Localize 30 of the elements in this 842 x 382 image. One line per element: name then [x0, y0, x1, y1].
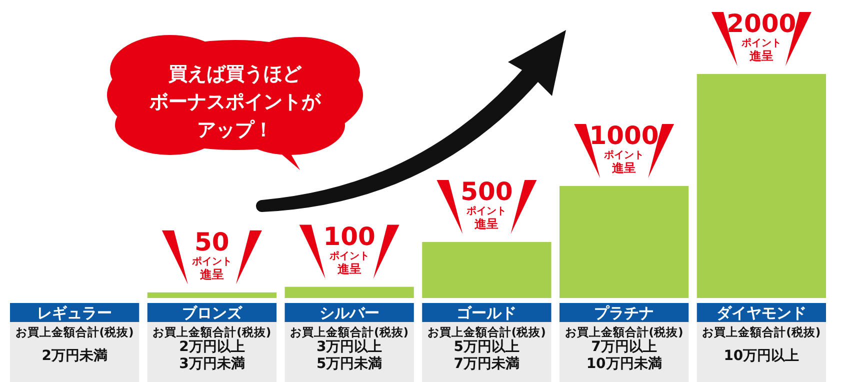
x-tick-label: ダイヤモンド	[716, 304, 806, 322]
annotation: ボーナスポイントが	[148, 91, 322, 113]
x-tick-label: ブロンズ	[182, 304, 243, 322]
annotation: ポイント進呈	[466, 206, 507, 231]
x-tick-label: レギュラー	[37, 304, 112, 322]
x-tick-label: シルバー	[319, 304, 380, 322]
text: お買上金額合計(税抜)2万円以上3万円未満	[152, 325, 272, 372]
bar	[696, 74, 826, 298]
x-tick-label: ゴールド	[456, 304, 517, 322]
data-label: 2000	[726, 9, 796, 38]
data-label: 50	[194, 227, 230, 256]
annotation: ポイント進呈	[740, 38, 782, 63]
bar	[422, 242, 552, 298]
annotation: 買えば買うほど	[168, 63, 302, 85]
text: お買上金額合計(税抜)2万円未満	[15, 325, 134, 364]
x-tick-label: プラチナ	[594, 304, 654, 322]
annotation: ポイント進呈	[328, 250, 370, 276]
data-label: 100	[323, 222, 376, 251]
bar	[147, 292, 277, 298]
annotation: ポイント進呈	[190, 256, 232, 282]
annotation: ポイント進呈	[603, 150, 644, 175]
data-label: 1000	[589, 121, 659, 150]
text: お買上金額合計(税抜)5万円以上7万円未満	[427, 325, 546, 372]
annotation: アップ！	[197, 119, 273, 141]
data-label: 500	[460, 177, 513, 206]
text: お買上金額合計(税抜)10万円以上	[702, 325, 821, 364]
bar	[559, 186, 689, 298]
bar	[284, 286, 414, 298]
text: お買上金額合計(税抜)3万円以上5万円未満	[290, 325, 409, 372]
text: お買上金額合計(税抜)7万円以上10万円未満	[564, 325, 684, 372]
